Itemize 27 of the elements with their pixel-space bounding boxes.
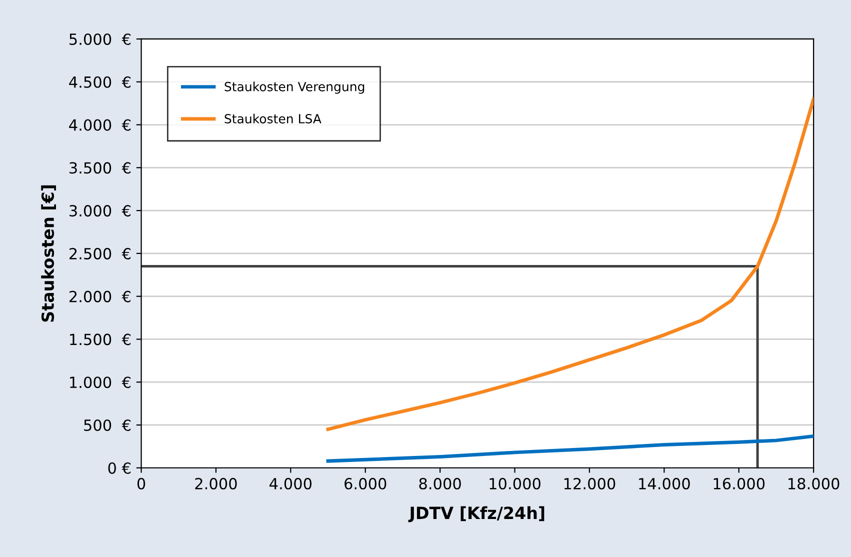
line-series [326, 97, 814, 432]
x-tick-label: 18.000 [788, 478, 840, 490]
legend-label: Staukosten Verengung [224, 82, 364, 94]
y-tick-label: 1.000 € [70, 376, 131, 388]
y-tick-label: 1.500 € [70, 334, 131, 346]
y-tick-label: 0 € [108, 462, 131, 474]
line-series [326, 434, 814, 463]
x-tick-label: 6.000 [344, 478, 386, 490]
y-tick-label: 2.000 € [69, 290, 131, 302]
x-tick-label: 12.000 [564, 478, 616, 490]
y-tick-label: 4.500 € [69, 76, 131, 88]
x-tick-label: 2.000 [195, 478, 237, 490]
y-tick-label: 4.000 € [69, 119, 131, 131]
x-tick-label: 16.000 [714, 478, 765, 490]
x-tick-label: 14.000 [639, 478, 690, 490]
x-tick-label: 4.000 [270, 478, 312, 490]
x-tick-label: 0 [137, 478, 146, 490]
legend-label: Staukosten LSA [224, 114, 322, 124]
x-tick-label: 8.000 [419, 478, 461, 490]
y-tick-label: 3.500 € [70, 162, 131, 174]
x-axis-title: JDTV [Kfz/24h] [408, 506, 544, 522]
x-tick-label: 10.000 [490, 478, 540, 490]
y-axis-title: Staukosten [€] [41, 185, 56, 322]
y-tick-label: 3.000 € [70, 205, 131, 217]
y-tick-label: 5.000 € [70, 33, 131, 46]
y-tick-label: 2.500 € [69, 248, 131, 260]
y-tick-label: 500 € [84, 419, 131, 432]
